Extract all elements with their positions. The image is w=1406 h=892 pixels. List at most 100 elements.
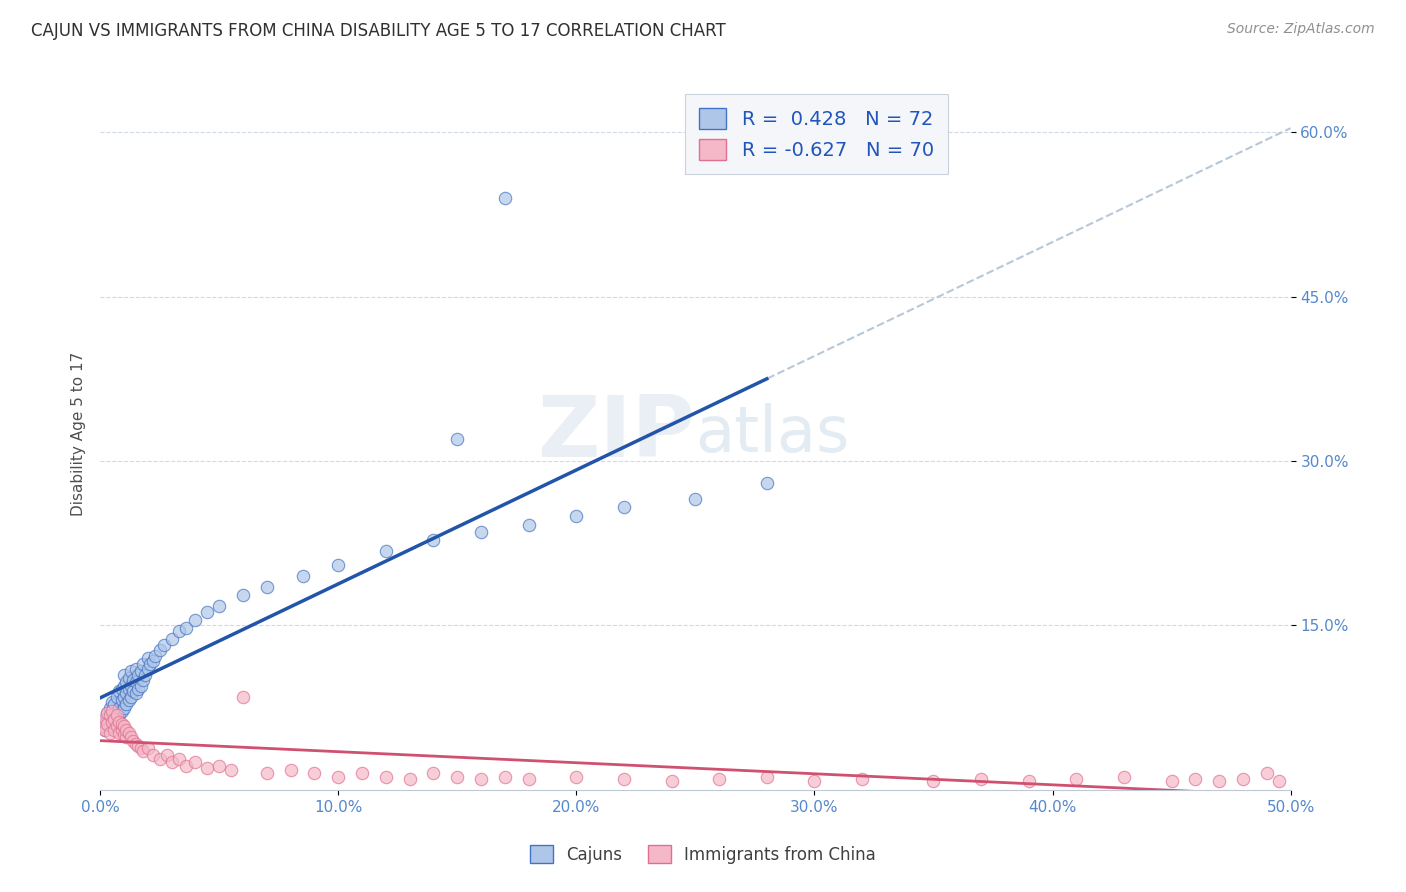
Point bbox=[129, 679, 152, 693]
Point bbox=[127, 739, 149, 753]
Point bbox=[167, 752, 190, 766]
Point bbox=[613, 772, 636, 786]
Point bbox=[149, 752, 172, 766]
Point bbox=[374, 544, 396, 558]
Point bbox=[101, 704, 124, 718]
Point bbox=[125, 662, 148, 676]
Point bbox=[105, 704, 128, 718]
Point bbox=[803, 774, 825, 789]
Point bbox=[291, 569, 314, 583]
Point bbox=[1160, 774, 1182, 789]
Point bbox=[96, 712, 118, 726]
Point bbox=[105, 712, 128, 726]
Point bbox=[125, 686, 148, 700]
Point bbox=[1066, 772, 1088, 786]
Point bbox=[174, 621, 197, 635]
Point bbox=[110, 681, 132, 696]
Point bbox=[446, 432, 468, 446]
Point bbox=[125, 675, 148, 690]
Point bbox=[256, 580, 278, 594]
Point bbox=[115, 723, 138, 737]
Point bbox=[136, 662, 159, 676]
Point bbox=[174, 758, 197, 772]
Point bbox=[120, 679, 142, 693]
Point bbox=[115, 686, 138, 700]
Point bbox=[103, 698, 125, 712]
Point bbox=[112, 667, 135, 681]
Point bbox=[970, 772, 993, 786]
Point bbox=[118, 693, 141, 707]
Point bbox=[134, 667, 156, 681]
Point bbox=[208, 758, 231, 772]
Point bbox=[105, 690, 128, 704]
Point bbox=[422, 766, 444, 780]
Point bbox=[661, 774, 683, 789]
Text: Source: ZipAtlas.com: Source: ZipAtlas.com bbox=[1227, 22, 1375, 37]
Point bbox=[112, 679, 135, 693]
Text: ZIP: ZIP bbox=[537, 392, 696, 475]
Point bbox=[136, 651, 159, 665]
Point bbox=[108, 726, 131, 740]
Point bbox=[105, 708, 128, 723]
Point bbox=[96, 706, 118, 720]
Point bbox=[112, 690, 135, 704]
Point bbox=[851, 772, 873, 786]
Point bbox=[143, 649, 166, 664]
Point bbox=[1232, 772, 1254, 786]
Point bbox=[256, 766, 278, 780]
Point bbox=[1256, 766, 1278, 780]
Point bbox=[141, 747, 163, 762]
Point bbox=[115, 675, 138, 690]
Point bbox=[91, 719, 114, 733]
Point bbox=[470, 525, 492, 540]
Point bbox=[156, 747, 179, 762]
Point bbox=[374, 770, 396, 784]
Point bbox=[132, 673, 155, 688]
Point bbox=[280, 763, 302, 777]
Point bbox=[153, 638, 176, 652]
Point bbox=[112, 700, 135, 714]
Point bbox=[98, 708, 121, 723]
Point bbox=[422, 533, 444, 547]
Y-axis label: Disability Age 5 to 17: Disability Age 5 to 17 bbox=[72, 351, 86, 516]
Point bbox=[122, 684, 145, 698]
Point bbox=[565, 770, 588, 784]
Point bbox=[101, 695, 124, 709]
Point bbox=[112, 728, 135, 742]
Point bbox=[91, 717, 114, 731]
Legend: R =  0.428   N = 72, R = -0.627   N = 70: R = 0.428 N = 72, R = -0.627 N = 70 bbox=[685, 95, 948, 174]
Point bbox=[110, 693, 132, 707]
Point bbox=[101, 714, 124, 729]
Point bbox=[101, 714, 124, 729]
Point bbox=[132, 744, 155, 758]
Point bbox=[208, 599, 231, 613]
Point bbox=[184, 756, 207, 770]
Point bbox=[328, 770, 350, 784]
Point bbox=[96, 717, 118, 731]
Point bbox=[160, 632, 183, 646]
Point bbox=[517, 517, 540, 532]
Point bbox=[108, 700, 131, 714]
Point bbox=[108, 684, 131, 698]
Point bbox=[219, 763, 242, 777]
Point bbox=[149, 642, 172, 657]
Point bbox=[115, 730, 138, 744]
Point bbox=[1208, 774, 1230, 789]
Point bbox=[110, 723, 132, 737]
Point bbox=[517, 772, 540, 786]
Point bbox=[129, 665, 152, 679]
Point bbox=[709, 772, 731, 786]
Text: atlas: atlas bbox=[696, 402, 849, 465]
Point bbox=[118, 726, 141, 740]
Point bbox=[132, 657, 155, 671]
Point bbox=[110, 717, 132, 731]
Point bbox=[685, 492, 707, 507]
Point bbox=[118, 671, 141, 685]
Point bbox=[195, 605, 218, 619]
Point bbox=[494, 191, 516, 205]
Point bbox=[120, 690, 142, 704]
Text: CAJUN VS IMMIGRANTS FROM CHINA DISABILITY AGE 5 TO 17 CORRELATION CHART: CAJUN VS IMMIGRANTS FROM CHINA DISABILIT… bbox=[31, 22, 725, 40]
Point bbox=[494, 770, 516, 784]
Point bbox=[94, 723, 117, 737]
Point bbox=[101, 708, 124, 723]
